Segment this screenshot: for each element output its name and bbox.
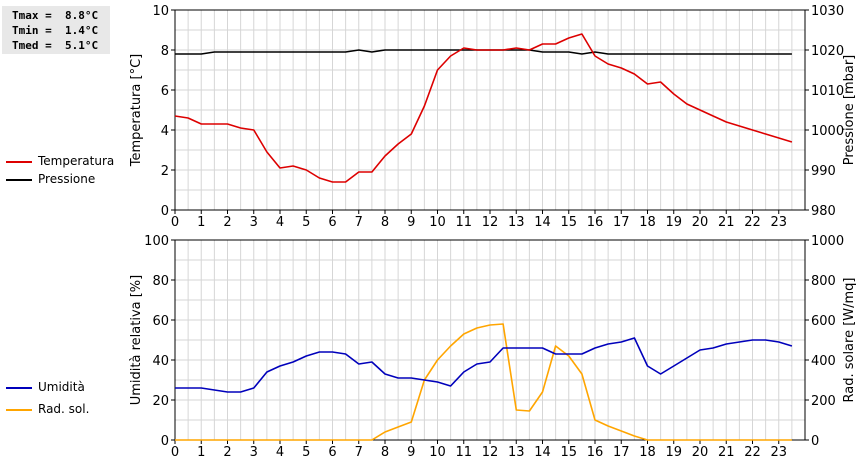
y-tick-label-left: 100 xyxy=(144,234,169,249)
y-tick-label-right: 800 xyxy=(811,274,836,289)
legend-label-umidita: Umidità xyxy=(38,380,85,394)
y-axis-title-right: Pressione [mbar] xyxy=(842,55,857,166)
x-tick-label: 23 xyxy=(770,215,787,230)
legend-label-pressione: Pressione xyxy=(38,172,96,186)
x-tick-label: 9 xyxy=(407,215,415,230)
x-tick-label: 15 xyxy=(560,215,577,230)
chart-panel-bottom: 0 1 2 3 4 5 6 7 8 9 10 11 12 13 14 15 16 17 18 19 20 21 22 2302… xyxy=(129,234,857,460)
x-tick-label: 17 xyxy=(613,445,630,460)
x-tick-label: 3 xyxy=(250,445,258,460)
x-tick-label: 10 xyxy=(429,445,446,460)
y-tick-label-left: 0 xyxy=(161,434,169,449)
x-tick-label: 21 xyxy=(718,215,735,230)
x-tick-label: 23 xyxy=(770,445,787,460)
x-tick-label: 8 xyxy=(381,445,389,460)
x-tick-label: 12 xyxy=(482,445,499,460)
x-tick-label: 22 xyxy=(744,215,761,230)
x-tick-label: 0 xyxy=(171,215,179,230)
y-tick-label-right: 1010 xyxy=(811,84,844,99)
x-tick-label: 14 xyxy=(534,445,551,460)
x-tick-label: 8 xyxy=(381,215,389,230)
y-tick-label-right: 1030 xyxy=(811,4,844,19)
x-tick-label: 0 xyxy=(171,445,179,460)
x-tick-label: 6 xyxy=(328,445,336,460)
x-tick-label: 14 xyxy=(534,215,551,230)
x-tick-label: 19 xyxy=(665,445,682,460)
y-tick-label-right: 400 xyxy=(811,354,836,369)
x-tick-label: 13 xyxy=(508,215,525,230)
legend-swatch-umidita xyxy=(6,387,32,389)
tmed-readout: Tmed = 5.1°C xyxy=(12,39,99,52)
x-tick-label: 21 xyxy=(718,445,735,460)
y-axis-title-left: Umidità relativa [%] xyxy=(129,275,144,405)
x-tick-label: 9 xyxy=(407,445,415,460)
x-tick-label: 16 xyxy=(587,215,604,230)
y-tick-label-right: 1020 xyxy=(811,44,844,59)
x-tick-label: 2 xyxy=(223,445,231,460)
x-tick-label: 17 xyxy=(613,215,630,230)
chart-panel-top: 0 1 2 3 4 5 6 7 8 9 10 11 12 13 14 15 16 17 18 19 20 21 22 2302… xyxy=(129,4,857,230)
y-tick-label-right: 200 xyxy=(811,394,836,409)
x-tick-label: 20 xyxy=(692,215,709,230)
stats-box: Tmax = 8.8°C Tmin = 1.4°C Tmed = 5.1°C xyxy=(2,6,110,54)
x-tick-label: 6 xyxy=(328,215,336,230)
x-tick-label: 11 xyxy=(455,215,472,230)
x-tick-label: 15 xyxy=(560,445,577,460)
y-tick-label-left: 60 xyxy=(152,314,169,329)
x-tick-label: 5 xyxy=(302,445,310,460)
x-tick-label: 3 xyxy=(250,215,258,230)
series-line-umidit xyxy=(175,337,793,393)
x-tick-label: 2 xyxy=(223,215,231,230)
y-tick-label-left: 0 xyxy=(161,204,169,219)
x-tick-label: 16 xyxy=(587,445,604,460)
x-tick-label: 1 xyxy=(197,215,205,230)
x-tick-label: 18 xyxy=(639,445,656,460)
y-tick-label-left: 8 xyxy=(161,44,169,59)
x-tick-label: 5 xyxy=(302,215,310,230)
y-tick-label-right: 990 xyxy=(811,164,836,179)
legend-label-rad-sol: Rad. sol. xyxy=(38,402,90,416)
y-tick-label-left: 10 xyxy=(152,4,169,19)
x-tick-label: 11 xyxy=(455,445,472,460)
legend-swatch-rad-sol xyxy=(6,409,32,411)
x-tick-label: 10 xyxy=(429,215,446,230)
y-tick-label-left: 80 xyxy=(152,274,169,289)
x-tick-label: 7 xyxy=(355,215,363,230)
x-tick-label: 19 xyxy=(665,215,682,230)
x-tick-label: 7 xyxy=(355,445,363,460)
legend-swatch-pressione xyxy=(6,179,32,181)
legend-swatch-temperatura xyxy=(6,161,32,163)
x-tick-label: 20 xyxy=(692,445,709,460)
x-tick-label: 1 xyxy=(197,445,205,460)
y-tick-label-right: 980 xyxy=(811,204,836,219)
series-line-rad-sol xyxy=(175,323,792,441)
x-tick-label: 12 xyxy=(482,215,499,230)
y-tick-label-right: 1000 xyxy=(811,124,844,139)
tmax-readout: Tmax = 8.8°C xyxy=(12,9,99,22)
y-tick-label-right: 600 xyxy=(811,314,836,329)
y-tick-label-right: 0 xyxy=(811,434,819,449)
legend-label-temperatura: Temperatura xyxy=(38,154,115,168)
y-axis-title-left: Temperatura [°C] xyxy=(129,54,144,167)
series-line-temperatura xyxy=(174,33,793,183)
x-tick-label: 4 xyxy=(276,445,284,460)
x-tick-label: 22 xyxy=(744,445,761,460)
y-tick-label-left: 4 xyxy=(161,124,169,139)
y-tick-label-left: 20 xyxy=(152,394,169,409)
y-tick-label-right: 1000 xyxy=(811,234,844,249)
tmin-readout: Tmin = 1.4°C xyxy=(12,24,99,37)
x-tick-label: 18 xyxy=(639,215,656,230)
y-tick-label-left: 40 xyxy=(152,354,169,369)
y-tick-label-left: 6 xyxy=(161,84,169,99)
x-tick-label: 13 xyxy=(508,445,525,460)
x-tick-label: 4 xyxy=(276,215,284,230)
y-axis-title-right: Rad. solare [W/mq] xyxy=(842,277,857,402)
y-tick-label-left: 2 xyxy=(161,164,169,179)
